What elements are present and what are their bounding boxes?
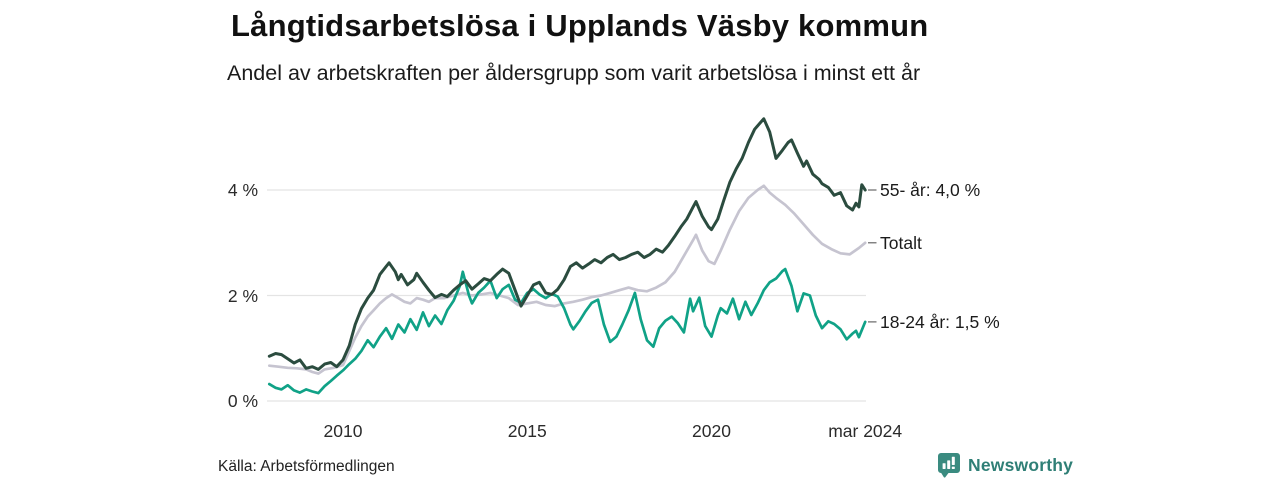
y-axis-tick-label: 4 % xyxy=(227,180,258,200)
series-end-label-totalt: Totalt xyxy=(880,232,922,253)
series-end-label-55-r: 55- år: 4,0 % xyxy=(880,180,981,200)
newsworthy-brand: Newsworthy xyxy=(938,453,1073,478)
source-note: Källa: Arbetsförmedlingen xyxy=(218,458,395,475)
x-axis-tick-label: 2010 xyxy=(323,421,363,441)
y-axis-tick-label: 0 % xyxy=(227,391,258,411)
series-end-label-18-24-r: 18-24 år: 1,5 % xyxy=(880,311,1000,332)
x-axis-tick-label: 2015 xyxy=(507,421,547,441)
chart-subtitle: Andel av arbetskraften per åldersgrupp s… xyxy=(227,61,921,85)
chart-title: Långtidsarbetslösa i Upplands Väsby komm… xyxy=(231,8,929,43)
series-line-totalt xyxy=(267,184,867,375)
series-line-18-24-r xyxy=(267,267,867,395)
newsworthy-wordmark: Newsworthy xyxy=(968,455,1074,475)
y-axis-tick-label: 2 % xyxy=(227,285,258,306)
x-axis-tick-label: mar 2024 xyxy=(828,421,903,441)
series-line-55-r xyxy=(267,117,867,371)
bar-chart-speech-bubble-icon xyxy=(938,453,960,478)
x-axis-tick-label: 2020 xyxy=(692,421,731,441)
